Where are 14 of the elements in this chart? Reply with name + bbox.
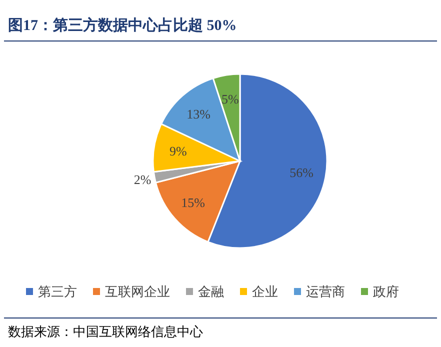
legend-label: 第三方 (38, 284, 77, 299)
legend-label: 企业 (252, 284, 278, 299)
legend-label: 互联网企业 (105, 284, 170, 299)
legend-label: 金融 (198, 284, 224, 299)
source-note: 数据来源：中国互联网络信息中心 (8, 324, 203, 339)
legend-label: 政府 (373, 284, 399, 299)
data-label: 15% (181, 194, 206, 210)
data-label: 9% (169, 144, 187, 159)
data-label: 13% (186, 106, 211, 122)
data-label: 2% (134, 172, 152, 188)
data-label: 5% (222, 92, 240, 107)
data-label: 56% (290, 165, 314, 180)
chart-title: 图17：第三方数据中心占比超 50% (8, 16, 237, 34)
legend-label: 运营商 (306, 284, 345, 299)
